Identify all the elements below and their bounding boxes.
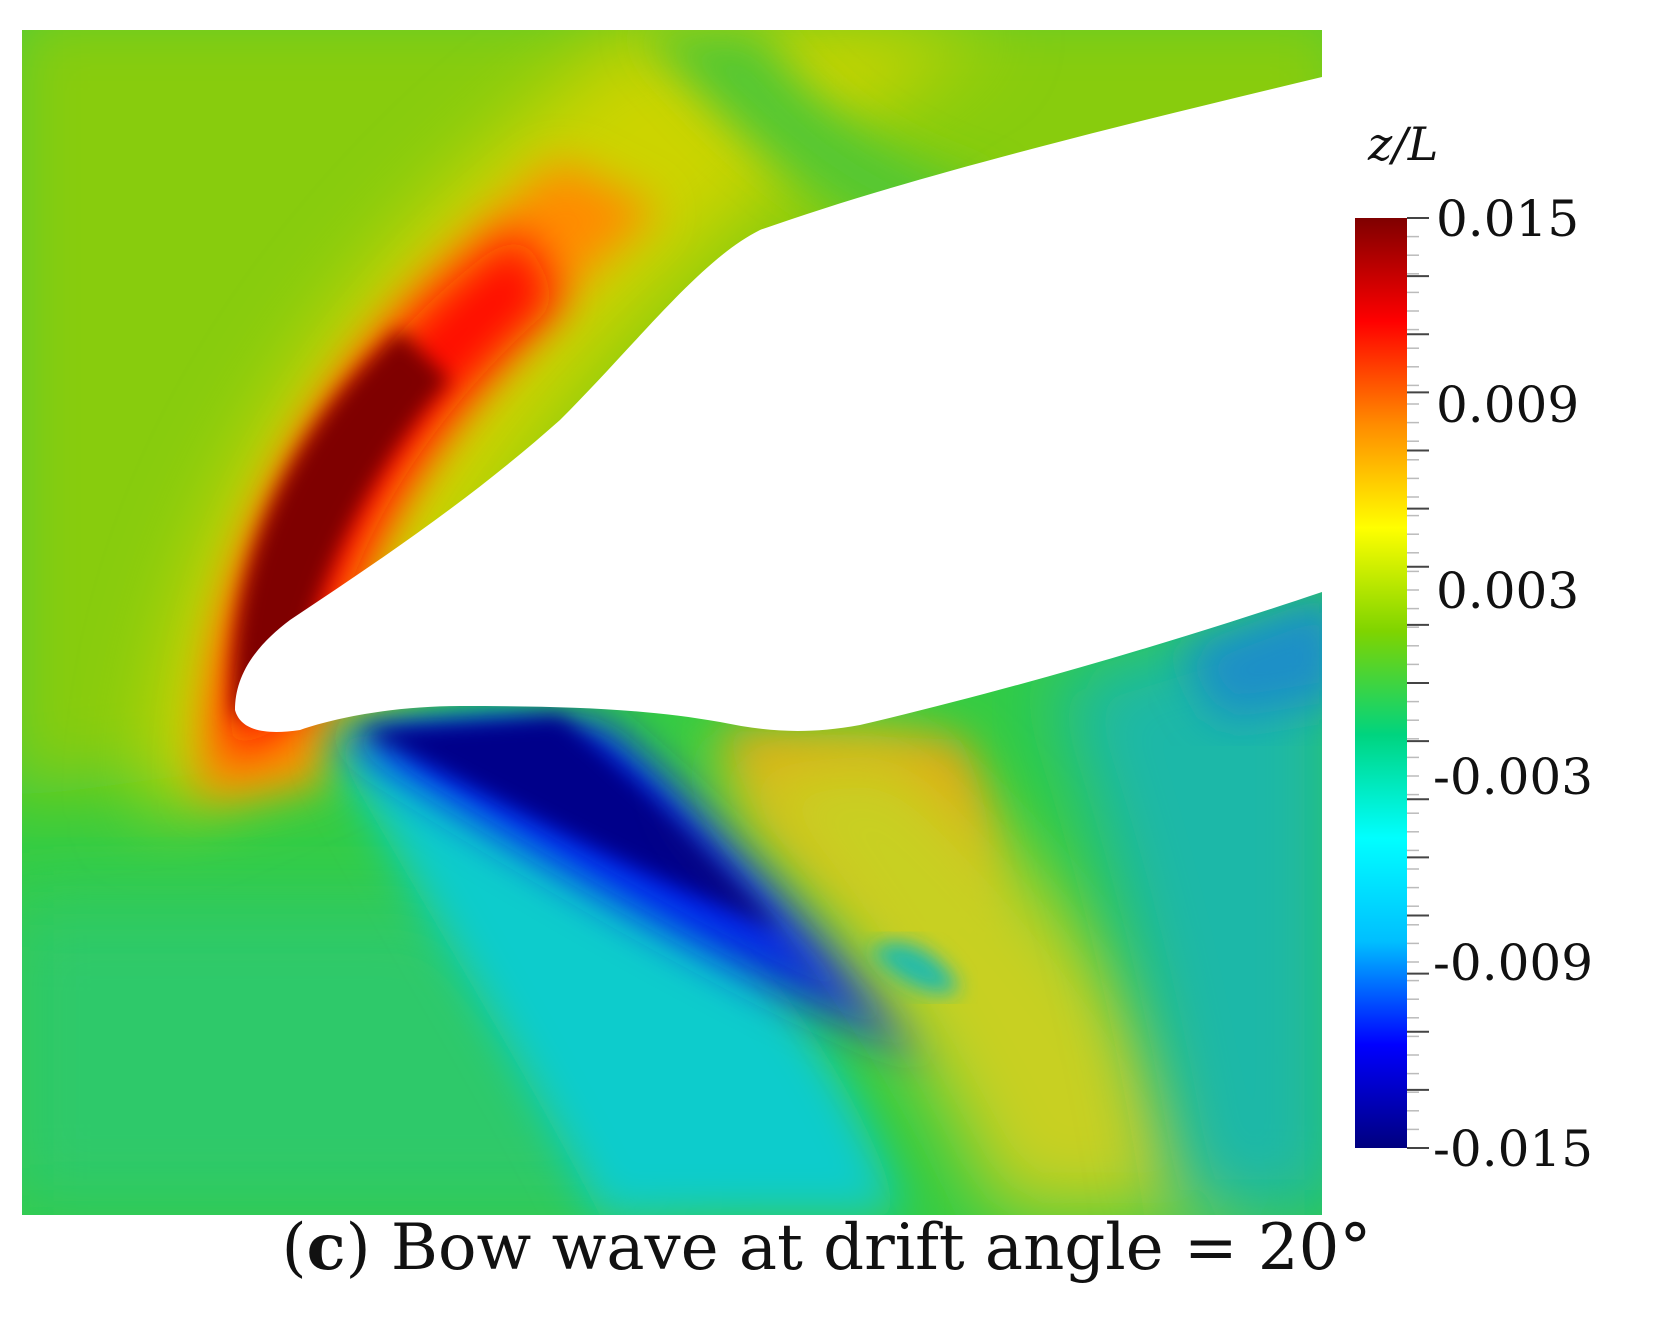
colorbar-tick-label: 0.009 [1436, 376, 1579, 434]
colorbar-major-ticks [1407, 217, 1429, 1149]
field-navy-core [360, 715, 780, 930]
caption-letter: c [306, 1210, 346, 1285]
field-teal-right [1050, 595, 1322, 1215]
field-yellow-right [700, 740, 1250, 1215]
caption-text: ) Bow wave at drift angle = 20° [345, 1211, 1372, 1285]
colorbar-tick-label: 0.015 [1436, 190, 1579, 248]
colorbar-tick-label: -0.003 [1433, 748, 1593, 806]
field-breaking-pocket [870, 942, 960, 994]
colorbar-gradient [1355, 218, 1407, 1148]
caption-open: ( [281, 1211, 307, 1285]
colorbar-tick-labels: 0.015 0.009 0.003 -0.003 -0.009 -0.015 [1433, 190, 1593, 1178]
colorbar-tick-label: -0.009 [1433, 934, 1593, 992]
colorbar-title: z/L [1367, 117, 1438, 171]
field-lower-green [22, 900, 700, 1215]
top-margin [0, 0, 1322, 30]
field-blue-corner [1180, 596, 1322, 720]
colorbar-tick-label: -0.015 [1433, 1120, 1593, 1178]
field-cyan-trough [330, 720, 900, 1215]
field-blue-trough [330, 720, 940, 1060]
colorbar: 0.015 0.009 0.003 -0.003 -0.009 -0.015 z/L [1355, 117, 1593, 1178]
hull-shape [235, 77, 1322, 732]
colorbar-tick-label: 0.003 [1436, 562, 1579, 620]
figure-caption: (c) Bow wave at drift angle = 20° [0, 1210, 1653, 1285]
